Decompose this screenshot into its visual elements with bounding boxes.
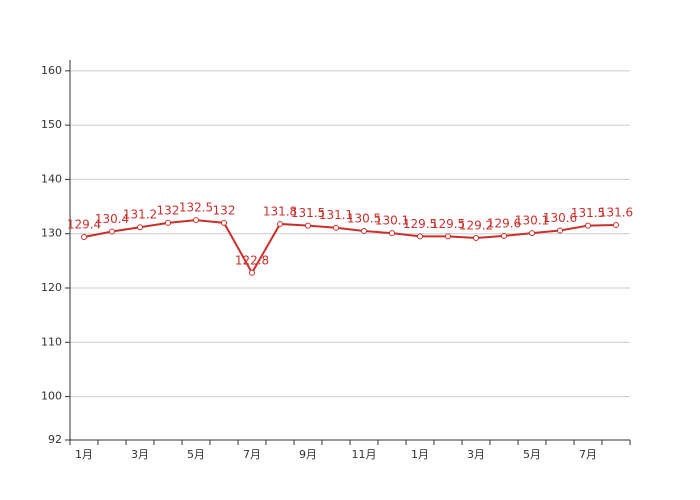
value-label: 131.1: [319, 208, 353, 222]
value-label: 131.6: [599, 206, 633, 220]
x-tick-label: 3月: [131, 448, 149, 461]
y-tick-label: 130: [41, 227, 62, 240]
point: [221, 219, 227, 226]
value-label: 130.5: [347, 212, 381, 226]
value-label: 129.2: [459, 219, 493, 233]
point: [361, 228, 367, 234]
value-label: 130.1: [375, 214, 409, 228]
point: [109, 228, 115, 235]
value-label: 122.8: [235, 253, 269, 267]
point: [305, 222, 311, 229]
value-label: 130.4: [95, 212, 129, 226]
x-tick-label: 7月: [243, 448, 261, 461]
point: [333, 224, 339, 231]
value-label: 131.2: [123, 208, 157, 222]
y-tick-label: 140: [41, 172, 62, 185]
y-tick-label: 110: [41, 335, 62, 348]
value-label: 131.5: [571, 206, 605, 220]
value-label: 130.6: [543, 211, 577, 225]
point: [585, 222, 591, 229]
point: [81, 233, 87, 240]
point: [137, 224, 143, 231]
value-label: 129.6: [487, 216, 521, 230]
value-label: 130.1: [515, 214, 549, 228]
value-label: 129.5: [403, 217, 437, 231]
point: [165, 219, 171, 226]
y-tick-label: 120: [41, 281, 62, 294]
point: [445, 233, 451, 240]
x-tick-label: 5月: [523, 448, 541, 461]
point: [417, 233, 423, 240]
point: [249, 269, 255, 276]
point: [277, 220, 283, 227]
point: [193, 217, 199, 224]
x-tick-label: 5月: [187, 448, 205, 461]
point: [557, 227, 563, 234]
x-tick-label: 11月: [352, 448, 377, 461]
y-tick-label: 92: [48, 433, 62, 446]
value-label: 132: [157, 203, 180, 217]
value-label: 131.8: [263, 204, 297, 218]
value-label: 131.5: [291, 206, 325, 220]
value-label: 129.5: [431, 217, 465, 231]
point: [501, 232, 507, 239]
x-tick-label: 1月: [411, 448, 429, 461]
point: [389, 230, 395, 237]
value-label: 132: [213, 203, 236, 217]
y-tick-label: 150: [41, 118, 62, 131]
line: [83, 219, 617, 275]
y-tick-label: 100: [41, 390, 62, 403]
point: [613, 222, 619, 229]
x-tick-label: 7月: [579, 448, 597, 461]
x-tick-label: 3月: [467, 448, 485, 461]
x-tick-label: 9月: [299, 448, 317, 461]
value-label: 132.5: [179, 201, 213, 215]
value-label: 129.4: [67, 217, 101, 231]
y-tick-label: 160: [41, 64, 62, 77]
x-tick-label: 1月: [75, 448, 93, 461]
point: [529, 230, 535, 237]
point: [473, 235, 479, 242]
